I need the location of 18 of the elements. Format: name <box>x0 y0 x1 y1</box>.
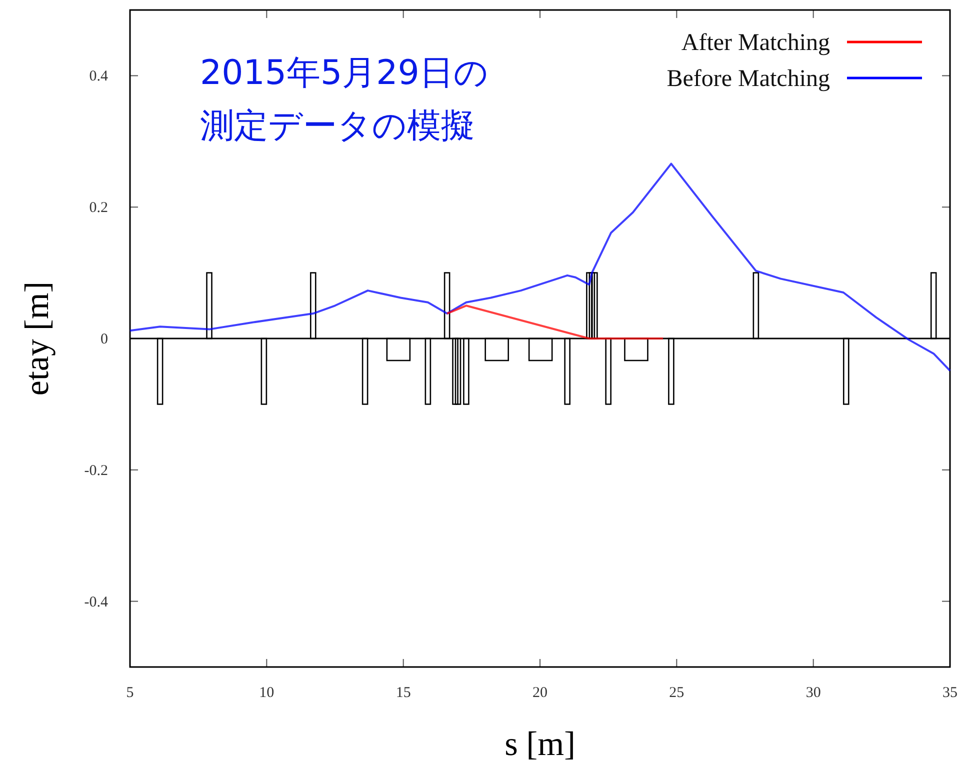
x-tick-label: 30 <box>806 685 821 701</box>
annotation: 2015年5月29日の <box>200 53 488 93</box>
y-tick-label: -0.4 <box>84 594 108 610</box>
x-axis-title: s [m] <box>504 726 576 763</box>
y-tick-label: -0.2 <box>84 462 108 479</box>
y-tick-label: 0 <box>100 332 108 348</box>
x-tick-label: 20 <box>532 685 548 701</box>
x-tick-label: 10 <box>259 685 274 701</box>
annotation: 測定データの模擬 <box>200 106 475 146</box>
x-tick-label: 35 <box>942 685 958 701</box>
x-tick-label: 15 <box>396 685 411 701</box>
y-tick-label: 0.2 <box>89 200 108 216</box>
x-tick-label: 5 <box>126 685 134 701</box>
legend-label: After Matching <box>681 30 830 56</box>
legend-label: Before Matching <box>666 66 830 92</box>
y-tick-label: 0.4 <box>89 68 108 85</box>
y-axis-title: etay [m] <box>19 281 56 396</box>
x-tick-label: 25 <box>669 685 684 701</box>
